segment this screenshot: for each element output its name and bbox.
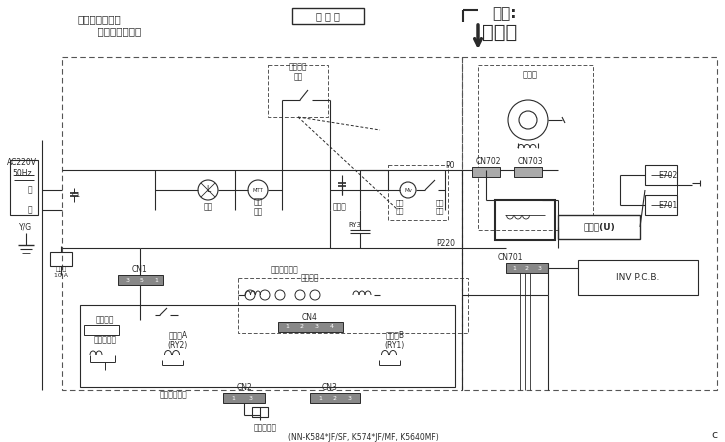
- Text: 3: 3: [315, 324, 319, 329]
- Bar: [478, 65, 593, 230]
- Bar: [388, 165, 448, 220]
- Text: RY3: RY3: [349, 222, 362, 228]
- Text: 初级碰锁
开关: 初级碰锁 开关: [289, 62, 307, 82]
- Text: 1: 1: [318, 396, 322, 400]
- Text: P0: P0: [445, 161, 455, 171]
- Text: 2: 2: [300, 324, 304, 329]
- Bar: [472, 167, 500, 177]
- Text: 低压变压器: 低压变压器: [94, 335, 117, 344]
- Text: 1: 1: [231, 396, 235, 400]
- Text: 磁控管: 磁控管: [523, 71, 537, 80]
- Text: 保险丝
10 A: 保险丝 10 A: [54, 266, 68, 278]
- Text: 2: 2: [333, 396, 337, 400]
- Text: 转盘
电机: 转盘 电机: [253, 197, 262, 217]
- Bar: [292, 8, 364, 24]
- Bar: [645, 195, 677, 215]
- Bar: [252, 407, 268, 417]
- Text: Mv: Mv: [404, 187, 412, 193]
- Bar: [278, 322, 343, 332]
- Text: 次级碰锁开关: 次级碰锁开关: [271, 266, 299, 274]
- Bar: [310, 393, 360, 403]
- Text: 继电器B
(RY1): 继电器B (RY1): [385, 330, 405, 350]
- Text: 数据程序电路: 数据程序电路: [160, 390, 188, 400]
- Text: 新 高 压: 新 高 压: [316, 11, 340, 21]
- Text: 2: 2: [525, 266, 529, 271]
- Text: 变频器(U): 变频器(U): [583, 222, 615, 232]
- Bar: [238, 278, 468, 333]
- Bar: [62, 57, 462, 390]
- Bar: [495, 200, 555, 240]
- Text: CN2: CN2: [237, 384, 253, 392]
- Text: 4: 4: [330, 324, 334, 329]
- Text: 3: 3: [126, 278, 130, 282]
- Text: CN3: CN3: [322, 384, 338, 392]
- Text: 热敏电阻: 热敏电阻: [301, 274, 319, 282]
- Bar: [84, 325, 119, 335]
- Text: 注意:: 注意:: [492, 7, 516, 22]
- Text: 微波炉不工作。: 微波炉不工作。: [78, 26, 141, 36]
- Text: CN701: CN701: [497, 254, 523, 263]
- Text: E701: E701: [658, 201, 678, 210]
- Text: 蓝: 蓝: [28, 186, 33, 194]
- Text: 高压区: 高压区: [482, 23, 517, 42]
- Text: 加热器: 加热器: [333, 202, 347, 212]
- Bar: [118, 275, 163, 285]
- Bar: [506, 263, 548, 273]
- Text: CN1: CN1: [132, 266, 148, 274]
- Text: 压敏电阻: 压敏电阻: [96, 316, 115, 324]
- Bar: [80, 305, 455, 387]
- Text: Y/G: Y/G: [20, 222, 33, 232]
- Text: 注：炉门关闭。: 注：炉门关闭。: [78, 14, 122, 24]
- Text: 5: 5: [140, 278, 144, 282]
- Text: 风扇
电机: 风扇 电机: [396, 200, 405, 214]
- Text: CN702: CN702: [476, 157, 501, 167]
- Bar: [462, 57, 717, 390]
- Text: C1: C1: [71, 192, 80, 198]
- Text: 棕: 棕: [28, 206, 33, 214]
- Text: 1: 1: [154, 278, 158, 282]
- Bar: [223, 393, 265, 403]
- Text: c: c: [712, 430, 718, 440]
- Bar: [268, 65, 328, 117]
- Bar: [50, 252, 72, 266]
- Text: L: L: [206, 186, 210, 194]
- Text: 3: 3: [348, 396, 352, 400]
- Text: CN703: CN703: [517, 157, 543, 167]
- Text: P220: P220: [436, 240, 455, 248]
- Text: 1: 1: [285, 324, 289, 329]
- Text: 1: 1: [512, 266, 516, 271]
- Text: E702: E702: [658, 171, 678, 179]
- Text: 3: 3: [249, 396, 253, 400]
- Text: 3: 3: [538, 266, 542, 271]
- Text: (NN-K584*JF/SF, K574*JF/MF, K5640MF): (NN-K584*JF/SF, K574*JF/MF, K5640MF): [288, 434, 439, 442]
- Bar: [10, 160, 38, 215]
- Text: CN4: CN4: [302, 313, 318, 323]
- Bar: [514, 167, 542, 177]
- Text: AC220V
50Hz: AC220V 50Hz: [7, 158, 37, 178]
- Text: INV P.C.B.: INV P.C.B.: [616, 273, 660, 282]
- Bar: [645, 165, 677, 185]
- Text: 继电器A
(RY2): 继电器A (RY2): [168, 330, 188, 350]
- Text: 短路
开关: 短路 开关: [436, 200, 444, 214]
- Bar: [578, 260, 698, 295]
- Text: 蒸汽感应器: 蒸汽感应器: [254, 423, 276, 433]
- Text: MTT: MTT: [252, 187, 263, 193]
- Bar: [558, 215, 640, 239]
- Text: 炉灯: 炉灯: [204, 202, 212, 212]
